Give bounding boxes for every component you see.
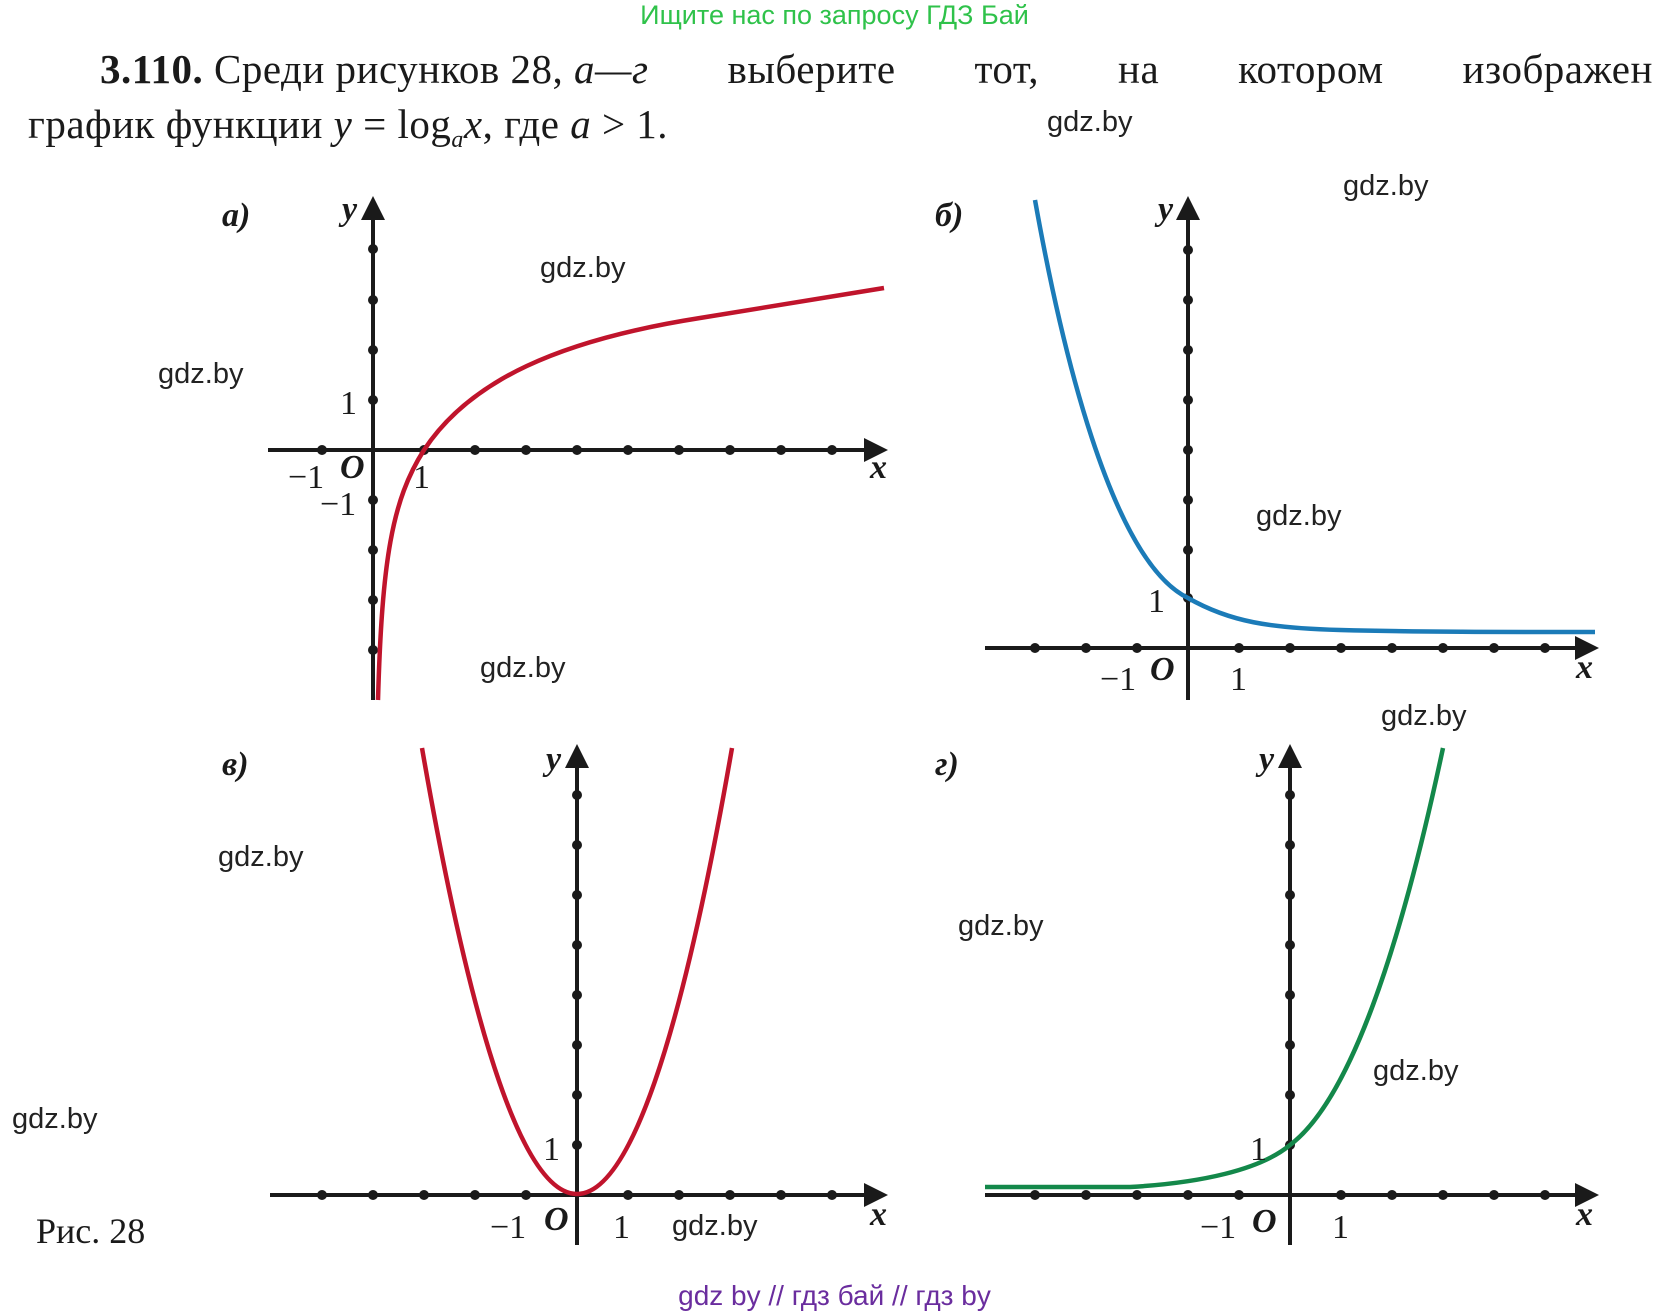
- y-ticks: [1285, 790, 1295, 1150]
- tick-label-x-minus-one: −1: [1200, 1209, 1236, 1246]
- panel-v-label: в): [222, 746, 249, 783]
- problem-statement: 3.110. Среди рисунков 28, а—г выберите т…: [28, 42, 1653, 168]
- panel-a-label: а): [222, 197, 250, 234]
- watermark: gdz.by: [158, 358, 244, 390]
- y-axis-label: y: [1255, 741, 1275, 778]
- tick-label-y-one: 1: [340, 385, 357, 422]
- tick-label-x-minus-one: −1: [1100, 661, 1136, 698]
- problem-number: 3.110.: [100, 46, 204, 92]
- y-axis-label: y: [542, 741, 562, 778]
- panel-b: б) x y O 1 1 −1: [935, 191, 1599, 700]
- tick-label-x-one: 1: [613, 1209, 630, 1246]
- x-ticks: [1030, 1190, 1550, 1200]
- y-ticks: [1183, 245, 1193, 603]
- origin-label: O: [1252, 1203, 1277, 1240]
- problem-line-1: 3.110. Среди рисунков 28, а—г выберите т…: [100, 46, 1653, 92]
- footer-links[interactable]: gdz by // гдз бай // гдз by: [678, 1280, 991, 1311]
- x-ticks: [1030, 643, 1550, 653]
- tick-label-x-one: 1: [1332, 1209, 1349, 1246]
- origin-label: O: [544, 1201, 569, 1238]
- tick-label-x-one: 1: [1230, 661, 1247, 698]
- tick-label-y-one: 1: [543, 1131, 560, 1168]
- parabola-curve: [419, 747, 735, 1196]
- x-axis-label: x: [869, 449, 887, 486]
- watermark: gdz.by: [480, 652, 566, 684]
- exp-decreasing-curve: [1032, 199, 1596, 635]
- x-ticks: [317, 445, 837, 455]
- watermark: gdz.by: [1256, 500, 1342, 532]
- panel-g: г) x y O 1 1 −1: [935, 741, 1599, 1246]
- watermark: gdz.by: [672, 1210, 758, 1242]
- search-hint-link[interactable]: Ищите нас по запросу ГДЗ Бай: [640, 0, 1029, 30]
- panel-v: в) x y O 1 1 −1: [222, 741, 888, 1246]
- y-axis-label: y: [338, 191, 358, 228]
- tick-label-x-minus-one: −1: [288, 459, 324, 496]
- tick-label-x-minus-one: −1: [490, 1209, 526, 1246]
- origin-label: O: [340, 449, 365, 486]
- panel-a: а) x y O 1 1 −1 −1: [222, 191, 888, 701]
- y-ticks: [572, 790, 582, 1150]
- watermark: gdz.by: [1047, 106, 1133, 138]
- watermark: gdz.by: [540, 252, 626, 284]
- y-ticks: [368, 244, 378, 655]
- x-axis-label: x: [869, 1196, 887, 1233]
- figure-caption: Рис. 28: [36, 1211, 146, 1251]
- panel-g-label: г): [935, 746, 959, 783]
- tick-label-y-one: 1: [1250, 1131, 1267, 1168]
- tick-label-y-minus-one: −1: [320, 486, 356, 523]
- watermark: gdz.by: [12, 1103, 98, 1135]
- problem-line-2: график функции y = logax, где a > 1.: [28, 101, 669, 154]
- watermark: gdz.by: [1373, 1055, 1459, 1087]
- origin-label: O: [1150, 651, 1175, 688]
- watermark: gdz.by: [958, 910, 1044, 942]
- tick-label-y-one: 1: [1148, 583, 1165, 620]
- panel-b-label: б): [935, 197, 963, 234]
- x-axis-label: x: [1575, 1196, 1593, 1233]
- log-curve: [375, 285, 885, 701]
- x-ticks: [317, 1190, 837, 1200]
- tick-label-x-one: 1: [413, 459, 430, 496]
- watermark: gdz.by: [218, 841, 304, 873]
- exp-increasing-curve: [985, 747, 1446, 1190]
- watermark: gdz.by: [1343, 170, 1429, 202]
- watermark: gdz.by: [1381, 700, 1467, 732]
- x-axis-label: x: [1575, 649, 1593, 686]
- y-axis-label: y: [1154, 191, 1174, 228]
